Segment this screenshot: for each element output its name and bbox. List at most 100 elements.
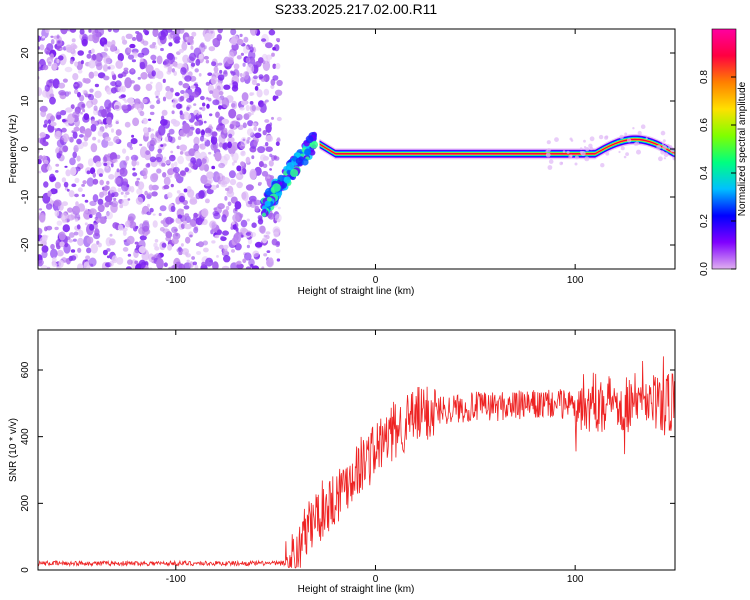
spectrogram-cell xyxy=(119,203,124,209)
spectrogram-cell xyxy=(305,135,314,144)
spectrogram-cell xyxy=(208,46,216,52)
spectrogram-cell xyxy=(72,238,77,242)
spectrogram-cell xyxy=(169,31,176,39)
spectrogram-cell xyxy=(253,126,257,131)
spectrogram-cell xyxy=(38,259,44,266)
spectrogram-cell xyxy=(246,63,255,75)
spectrogram-cell xyxy=(212,99,220,106)
spectrogram-cell xyxy=(211,131,218,137)
spectrogram-cell xyxy=(42,137,46,143)
spectrogram-cell xyxy=(263,234,267,238)
spectrogram-cell xyxy=(216,184,220,189)
spectrogram-cell xyxy=(183,92,189,99)
spectrogram-cell xyxy=(625,152,629,157)
spectrogram-cell xyxy=(117,187,122,193)
spectrogram-cell xyxy=(545,152,551,158)
spectrogram-cell xyxy=(38,170,42,174)
spectrogram-cell xyxy=(170,205,176,212)
y-tick-label: 200 xyxy=(20,495,31,512)
spectrogram-cell xyxy=(165,90,173,100)
spectrogram-cell xyxy=(83,134,89,142)
spectrogram-cell xyxy=(204,156,208,160)
spectrogram-cell xyxy=(185,236,191,244)
spectrogram-cell xyxy=(168,266,173,269)
spectrogram-cell xyxy=(95,161,102,168)
spectrogram-cell xyxy=(205,257,214,267)
spectrogram-cell xyxy=(210,30,214,34)
spectrogram-cell xyxy=(57,111,61,116)
spectrogram-cell xyxy=(152,213,156,216)
spectrogram-cell xyxy=(93,105,98,111)
snr-y-label: SNR (10 * v/v) xyxy=(8,418,19,482)
spectrogram-cell xyxy=(88,71,95,79)
spectrogram-cell xyxy=(85,255,91,260)
spectrogram-cell xyxy=(68,190,75,198)
spectrogram-cell xyxy=(94,121,98,125)
y-tick-label: -10 xyxy=(20,189,31,204)
spectrogram-cell xyxy=(245,104,250,112)
spectrogram-cell xyxy=(251,92,255,96)
spectrogram-cell xyxy=(203,247,209,253)
spectrogram-cell xyxy=(228,108,237,119)
spectrogram-cell xyxy=(109,152,118,161)
spectrogram-cell xyxy=(265,146,273,152)
spectrogram-cell xyxy=(60,110,67,116)
spectrogram-cell xyxy=(56,34,60,39)
spectrogram-cell xyxy=(206,97,209,100)
spectrogram-cell xyxy=(109,260,114,267)
spectrogram-cell xyxy=(106,180,110,185)
spectrogram-cell xyxy=(258,181,262,185)
spectrogram-cell xyxy=(123,194,128,198)
spectrogram-cell xyxy=(82,180,87,185)
spectrogram-cell xyxy=(200,42,205,48)
spectrogram-cell xyxy=(38,63,41,68)
spectrogram-cell xyxy=(265,142,269,147)
spectrogram-cell xyxy=(57,40,61,44)
spectrogram-cell xyxy=(150,54,157,61)
spectrogram-cell xyxy=(191,91,200,98)
spectrogram-cell xyxy=(158,124,166,136)
spectrogram-cell xyxy=(70,104,75,110)
spectrogram-cell xyxy=(203,55,209,60)
spectrogram-cell xyxy=(604,135,609,140)
spectrogram-cell xyxy=(670,147,675,153)
spectrogram-cell xyxy=(259,225,266,234)
spectrogram-cell xyxy=(213,207,217,211)
spectrogram-cell xyxy=(200,129,206,136)
spectrogram-cell xyxy=(205,81,211,86)
spectrogram-cell xyxy=(99,37,108,47)
spectrogram-cell xyxy=(58,82,66,89)
spectrogram-cell xyxy=(189,196,197,203)
spectrogram-cell xyxy=(126,259,133,265)
spectrogram-cell xyxy=(580,151,586,156)
spectrogram-cell xyxy=(59,47,63,51)
spectrogram-cell xyxy=(73,231,79,236)
spectrogram-cell xyxy=(547,165,553,170)
spectrogram-cell xyxy=(222,177,230,185)
spectrogram-cell xyxy=(126,97,135,104)
spectrogram-cell xyxy=(275,141,280,146)
spectrogram-cell xyxy=(230,71,236,76)
spectrogram-cell xyxy=(222,230,229,236)
spectrogram-cell xyxy=(130,154,139,161)
snr-series-line xyxy=(38,356,675,569)
spectrogram-cell xyxy=(120,181,129,192)
spectrogram-cell xyxy=(232,223,237,230)
spectrogram-cell xyxy=(189,234,193,238)
spectrogram-cell xyxy=(136,177,141,181)
spectrogram-cell xyxy=(221,214,227,223)
spectrogram-cell xyxy=(162,78,166,83)
spectrogram-cell xyxy=(242,62,246,67)
spectrogram-cell xyxy=(151,70,156,77)
spectrogram-cell xyxy=(180,223,186,230)
spectrogram-cell xyxy=(139,143,143,147)
spectrogram-cell xyxy=(236,174,241,178)
spectrogram-cell xyxy=(218,62,223,66)
spectrogram-cell xyxy=(265,135,274,143)
spectrogram-cell xyxy=(173,71,177,76)
spectrogram-cell xyxy=(161,109,168,116)
spectrogram-cell xyxy=(116,154,121,160)
spectrogram-cell xyxy=(117,53,125,62)
spectrogram-cell xyxy=(148,184,154,191)
